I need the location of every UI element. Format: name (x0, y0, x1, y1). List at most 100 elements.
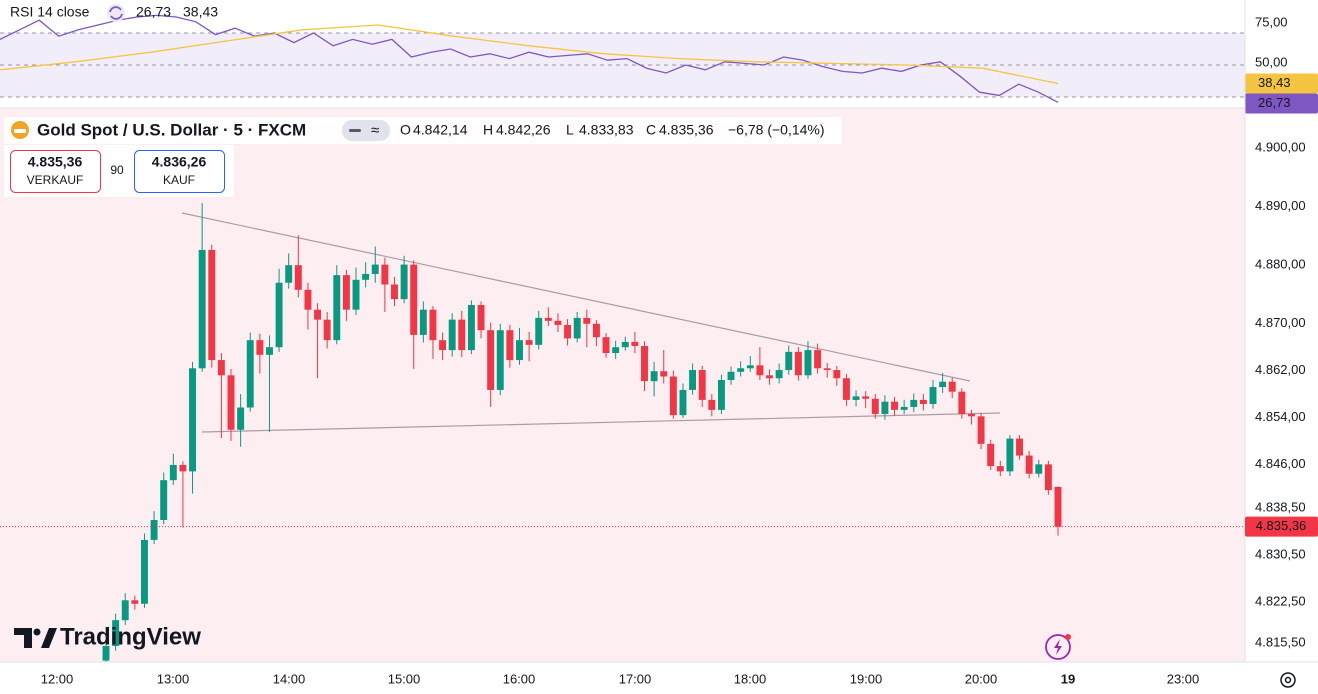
ohlc-value: 4.842,14 (413, 122, 468, 138)
buy-price: 4.836,26 (152, 154, 207, 170)
candle-body (881, 401, 889, 414)
candle-body (756, 365, 764, 376)
candle-body (160, 480, 168, 520)
settings-icon[interactable] (1280, 672, 1296, 688)
status-pill[interactable] (342, 120, 390, 141)
candle-body (544, 317, 552, 321)
candle-body (1054, 486, 1062, 527)
candle-body (737, 368, 745, 372)
x-tick-label: 14:00 (273, 671, 306, 686)
rsi-line (0, 14, 1059, 103)
rsi-value-box (1245, 73, 1318, 94)
candle-body (458, 319, 466, 351)
y-tick-label: 4.880,00 (1255, 257, 1306, 272)
candle-body (775, 370, 783, 379)
x-tick-label: 13:00 (157, 671, 190, 686)
candle-body (208, 249, 216, 361)
y-tick-label: 4.822,50 (1255, 593, 1306, 608)
candle-body (823, 368, 831, 371)
rsi-ma-line (0, 24, 1059, 85)
candle-body (804, 350, 812, 376)
candle-body (631, 341, 639, 347)
ohlc-key: O (400, 122, 411, 138)
candle-body (1006, 438, 1014, 472)
x-tick-label: 16:00 (503, 671, 536, 686)
rsi-value: 26,73 (136, 4, 171, 20)
sell-price: 4.835,36 (28, 154, 83, 170)
candle-body (141, 539, 148, 604)
candle-body (862, 396, 870, 399)
candle-body (371, 264, 379, 274)
y-tick-label: 4.870,00 (1255, 315, 1306, 330)
rsi-value-label: 38,43 (1258, 75, 1291, 90)
y-tick-label: 4.862,00 (1255, 362, 1306, 377)
candle-body (842, 378, 850, 400)
brand-logo (14, 628, 57, 648)
y-tick-label: 4.815,50 (1255, 634, 1306, 649)
candle-body (977, 416, 985, 444)
candle-body (833, 370, 841, 379)
y-tick-label: 4.846,00 (1255, 456, 1306, 471)
candles (0, 203, 1245, 662)
x-tick-label: 23:00 (1167, 671, 1200, 686)
candle-body (275, 282, 283, 348)
sell-label: VERKAUF (27, 173, 84, 187)
spread: 90 (110, 163, 124, 177)
ohlc-key: L (566, 122, 574, 138)
x-tick-label: 19:00 (850, 671, 883, 686)
candle-body (689, 370, 697, 390)
candle-body (256, 340, 264, 355)
ohlc-key: H (483, 122, 493, 138)
candle-body (246, 340, 254, 408)
candle-body (602, 337, 610, 354)
axes: 4.900,00 4.890,00 4.880,00 4.870,00 4.862,00… (41, 139, 1318, 686)
rsi-value-box (1245, 93, 1318, 114)
buy-label: KAUF (163, 173, 195, 187)
alert-icon[interactable] (1045, 634, 1071, 660)
candle-body (573, 317, 581, 339)
price-pane (0, 108, 1245, 662)
candle-body (727, 371, 735, 380)
candle-body (179, 464, 187, 472)
candle-body (419, 309, 427, 335)
trend-line (181, 212, 971, 382)
candle-body (987, 443, 995, 467)
buy-button[interactable] (134, 150, 225, 193)
y-tick-label: 4.838,50 (1255, 500, 1306, 515)
candle-body (900, 406, 908, 410)
candle-body (679, 389, 687, 416)
rsi-tick-label: 50,00 (1255, 54, 1288, 69)
candle-body (794, 351, 802, 376)
candle-body (410, 264, 418, 335)
candle-body (333, 275, 341, 341)
candle-body (189, 368, 197, 472)
sell-button[interactable] (10, 150, 101, 193)
candle-body (592, 323, 600, 338)
candle-body (516, 340, 523, 361)
candle-body (266, 347, 273, 355)
candle-body (919, 399, 927, 405)
candle-body (641, 346, 648, 382)
candle-body (150, 519, 158, 540)
ohlc-value: 4.833,83 (579, 122, 634, 138)
candle-body (362, 273, 370, 280)
candle-body (650, 371, 658, 382)
x-tick-label: 18:00 (734, 671, 767, 686)
candle-body (506, 330, 514, 361)
ohlc-value: 4.842,26 (496, 122, 551, 138)
candle-body (102, 645, 110, 661)
x-tick-label: 12:00 (41, 671, 74, 686)
candle-body (910, 399, 918, 407)
candle-body (1016, 438, 1023, 456)
candle-body (785, 351, 793, 371)
candle-body (477, 305, 485, 331)
ohlc-value: 4.835,36 (659, 122, 714, 138)
candle-body (294, 265, 302, 290)
candle-body (217, 360, 225, 376)
candle-body (429, 309, 437, 341)
candle-body (169, 464, 177, 481)
candle-body (871, 398, 879, 414)
candle-body (304, 289, 312, 310)
candle-body (939, 381, 947, 388)
rsi-icon (107, 4, 125, 22)
